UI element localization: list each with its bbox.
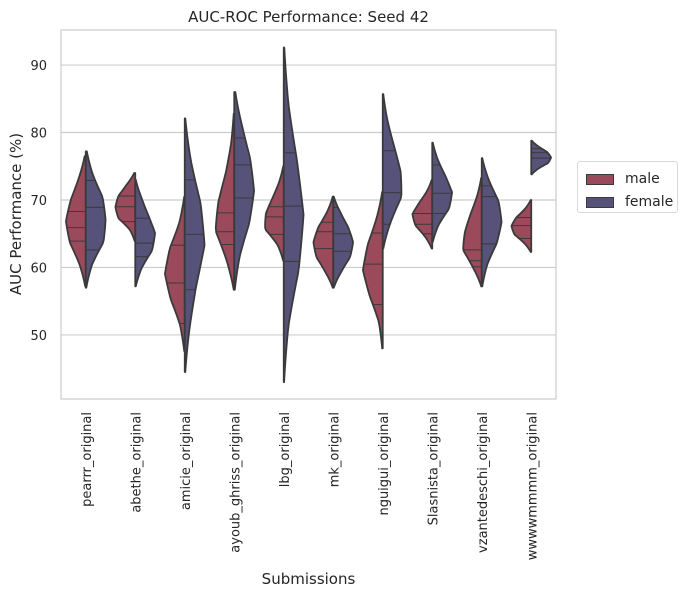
legend-item-male: male xyxy=(586,171,660,187)
legend-swatch-male xyxy=(586,173,614,185)
chart-title: AUC-ROC Performance: Seed 42 xyxy=(188,8,429,26)
legend-swatch-female xyxy=(586,196,614,208)
violin-male-lbg_original xyxy=(264,165,285,262)
legend-item-female: female xyxy=(586,194,673,210)
violin-female-wwwwmmmm_original xyxy=(530,139,552,176)
violin-male-mk_original xyxy=(312,195,335,289)
y-tick-label: 50 xyxy=(30,329,47,344)
y-tick-label: 60 xyxy=(30,261,47,276)
violins xyxy=(65,46,552,384)
violin-male-amicie_original xyxy=(164,195,186,353)
violin-male-ayoub_ghriss_original xyxy=(214,112,236,291)
violin-female-nguigui_original xyxy=(381,93,403,250)
x-tick-label: mk_original xyxy=(327,412,342,487)
violin-female-Slasnista_original xyxy=(431,141,453,243)
violin-male-pearrr_original xyxy=(65,155,87,288)
violin-female-abethe_original xyxy=(134,178,156,288)
y-axis-label: AUC Performance (%) xyxy=(7,133,25,295)
y-tick-label: 80 xyxy=(30,127,47,142)
x-axis-label: Submissions xyxy=(262,570,356,588)
x-tick-label: wwwwmmmm_original xyxy=(525,412,540,560)
violin-female-amicie_original xyxy=(183,117,206,373)
x-tick-label: nguigui_original xyxy=(377,412,392,516)
violin-male-nguigui_original xyxy=(362,191,384,350)
x-tick-label: abethe_original xyxy=(129,412,144,513)
violin-male-vzantedeschi_original xyxy=(462,176,483,288)
x-axis: pearrr_original abethe_original amicie_ori… xyxy=(80,412,541,560)
violin-female-vzantedeschi_original xyxy=(480,157,503,288)
y-axis: 50 60 70 80 90 xyxy=(30,59,47,344)
legend-label-male: male xyxy=(625,171,660,187)
legend-label-female: female xyxy=(625,194,674,210)
x-tick-label: pearrr_original xyxy=(80,412,95,507)
violin-female-ayoub_ghriss_original xyxy=(233,91,255,291)
x-tick-label: ayoub_ghriss_original xyxy=(228,412,243,553)
y-tick-label: 90 xyxy=(30,59,47,74)
violin-female-pearrr_original xyxy=(84,150,107,289)
x-tick-label: lbg_original xyxy=(278,412,293,487)
x-tick-label: amicie_original xyxy=(179,412,194,510)
legend: male female xyxy=(577,161,678,213)
y-tick-label: 70 xyxy=(30,194,47,209)
violin-female-mk_original xyxy=(332,195,354,289)
plot-frame xyxy=(60,29,557,400)
violin-male-Slasnista_original xyxy=(411,178,434,250)
x-tick-label: Slasnista_original xyxy=(426,412,441,525)
violin-female-lbg_original xyxy=(282,46,305,384)
x-tick-label: vzantedeschi_original xyxy=(476,412,491,553)
